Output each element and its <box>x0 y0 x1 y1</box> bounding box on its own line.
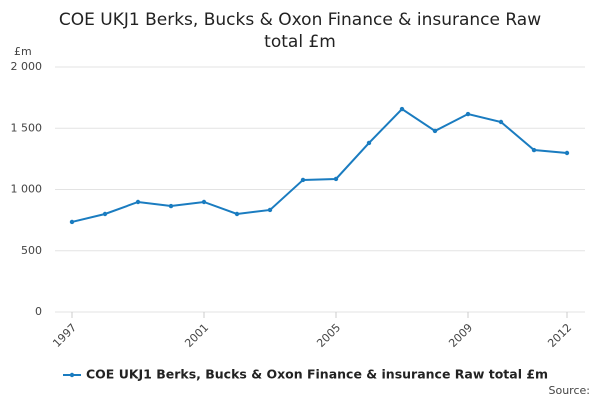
point <box>168 203 174 209</box>
y-tick-label: 500 <box>21 244 42 257</box>
point <box>366 140 372 146</box>
point <box>102 211 108 217</box>
point <box>267 207 273 213</box>
x-tick-label: 2012 <box>545 321 574 350</box>
x-tick-label: 1997 <box>50 321 79 350</box>
point <box>498 119 504 125</box>
y-tick-label: 0 <box>35 305 42 318</box>
point <box>201 199 207 205</box>
legend-marker <box>69 372 75 378</box>
point <box>135 199 141 205</box>
y-tick-label: 2 000 <box>11 60 43 73</box>
source: Source: <box>549 384 591 397</box>
y-tick-label: 1 500 <box>11 121 43 134</box>
point <box>465 111 471 117</box>
point <box>531 147 537 153</box>
point <box>69 219 75 225</box>
point <box>333 176 339 182</box>
y-axis-label: £m <box>14 45 32 58</box>
chart-title: COE UKJ1 Berks, Bucks & Oxon Finance & i… <box>59 10 541 52</box>
x-tick-label: 2005 <box>314 321 343 350</box>
point <box>432 128 438 134</box>
y-tick-label: 1 000 <box>11 183 43 196</box>
point <box>234 211 240 217</box>
x-tick-label: 2009 <box>446 321 475 350</box>
point <box>399 106 405 112</box>
series-line <box>71 107 568 223</box>
legend-label: COE UKJ1 Berks, Bucks & Oxon Finance & i… <box>86 367 548 382</box>
point <box>300 177 306 183</box>
point <box>564 150 570 156</box>
x-tick-label: 2001 <box>182 321 211 350</box>
